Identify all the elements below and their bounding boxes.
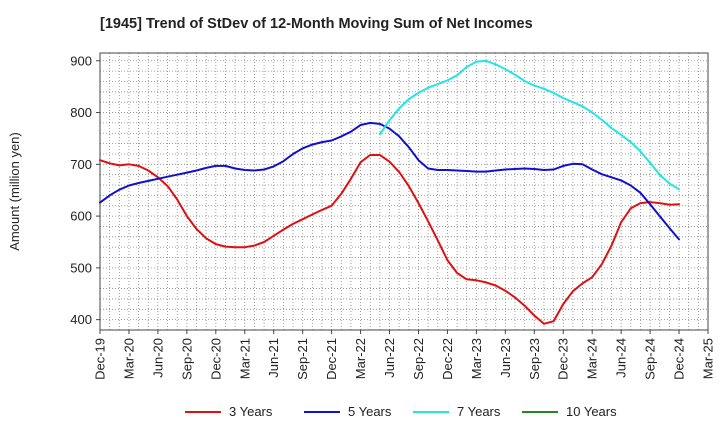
- legend-swatch: [185, 410, 221, 413]
- x-tick-label: Mar-22: [353, 338, 368, 379]
- legend-swatch: [413, 410, 449, 413]
- y-tick-label: 500: [70, 260, 92, 275]
- legend-swatch: [304, 410, 340, 413]
- chart-title: [1945] Trend of StDev of 12-Month Moving…: [100, 16, 533, 32]
- chart-legend: 3 Years 5 Years 7 Years 10 Years: [0, 404, 720, 426]
- series-line-7-years: [378, 59, 680, 191]
- x-tick-label: Jun-20: [150, 338, 165, 378]
- x-tick-label: Dec-20: [208, 338, 223, 380]
- legend-label: 3 Years: [229, 404, 273, 419]
- x-tick-label: Mar-20: [121, 338, 136, 379]
- x-tick-label: Mar-25: [701, 338, 716, 379]
- x-tick-label: Sep-20: [179, 338, 194, 380]
- x-tick-label: Sep-23: [527, 338, 542, 380]
- legend-label: 10 Years: [566, 404, 617, 419]
- x-tick-label: Mar-21: [237, 338, 252, 379]
- series-line-3-years: [99, 154, 680, 325]
- x-tick-label: Sep-24: [643, 338, 658, 380]
- y-tick-label: 800: [70, 105, 92, 120]
- y-tick-label: 900: [70, 53, 92, 68]
- legend-item: 5 Years: [304, 404, 391, 419]
- legend-item: 3 Years: [185, 404, 272, 419]
- x-tick-label: Dec-22: [440, 338, 455, 380]
- x-tick-label: Dec-21: [324, 338, 339, 380]
- x-tick-label: Sep-22: [411, 338, 426, 380]
- legend-item: 10 Years: [522, 404, 617, 419]
- x-tick-label: Mar-24: [585, 338, 600, 379]
- x-tick-label: Dec-23: [556, 338, 571, 380]
- x-tick-label: Dec-19: [93, 338, 108, 380]
- x-tick-label: Jun-21: [266, 338, 281, 378]
- x-tick-label: Sep-21: [295, 338, 310, 380]
- y-tick-label: 700: [70, 157, 92, 172]
- y-tick-label: 600: [70, 209, 92, 224]
- series-line-5-years: [99, 121, 680, 241]
- x-tick-label: Jun-24: [614, 338, 629, 378]
- x-tick-label: Dec-24: [672, 338, 687, 380]
- legend-label: 7 Years: [457, 404, 501, 419]
- y-axis-label: Amount (million yen): [7, 132, 22, 251]
- plot-area: [100, 53, 708, 330]
- legend-swatch: [522, 410, 558, 413]
- plot-frame: [99, 52, 709, 331]
- legend-label: 5 Years: [348, 404, 392, 419]
- y-tick-label: 400: [70, 312, 92, 327]
- x-tick-label: Jun-22: [382, 338, 397, 378]
- x-tick-label: Jun-23: [498, 338, 513, 378]
- legend-item: 7 Years: [413, 404, 500, 419]
- x-tick-label: Mar-23: [469, 338, 484, 379]
